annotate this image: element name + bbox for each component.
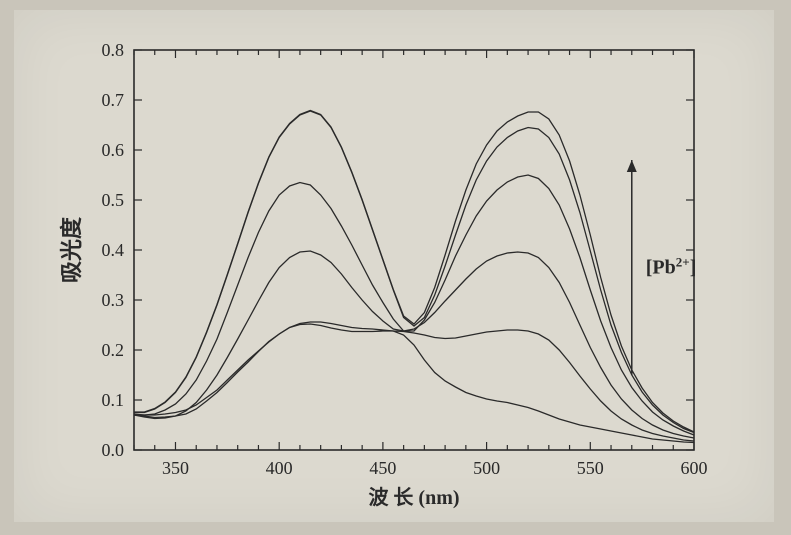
x-tick-label: 400 [266,458,293,478]
y-tick-label: 0.5 [102,190,125,210]
x-tick-label: 450 [369,458,396,478]
x-tick-label: 500 [473,458,500,478]
y-tick-label: 0.3 [102,290,125,310]
concentration-label: [Pb2+] [646,254,697,279]
y-axis-label: 吸光度 [59,216,84,283]
y-tick-label: 0.7 [102,90,125,110]
y-tick-label: 0.4 [102,240,125,260]
y-tick-label: 0.2 [102,340,125,360]
arrowhead-icon [627,160,637,172]
x-tick-label: 550 [577,458,604,478]
plot-frame [134,50,694,450]
y-tick-label: 0.8 [102,40,125,60]
y-tick-label: 0.6 [102,140,125,160]
x-tick-label: 600 [681,458,708,478]
absorbance-chart: 350 400 450 500 550 600 波 长 (nm) 0.0 0.1 0.2 0.3 0.… [14,10,774,522]
x-tick-label: 350 [162,458,189,478]
series-s4 [134,175,694,435]
y-tick-label: 0.1 [102,390,125,410]
y-tick-label: 0.0 [102,440,125,460]
x-axis-label: 波 长 (nm) [368,486,459,509]
paper-background: 350 400 450 500 550 600 波 长 (nm) 0.0 0.1 0.2 0.3 0.… [14,10,774,522]
